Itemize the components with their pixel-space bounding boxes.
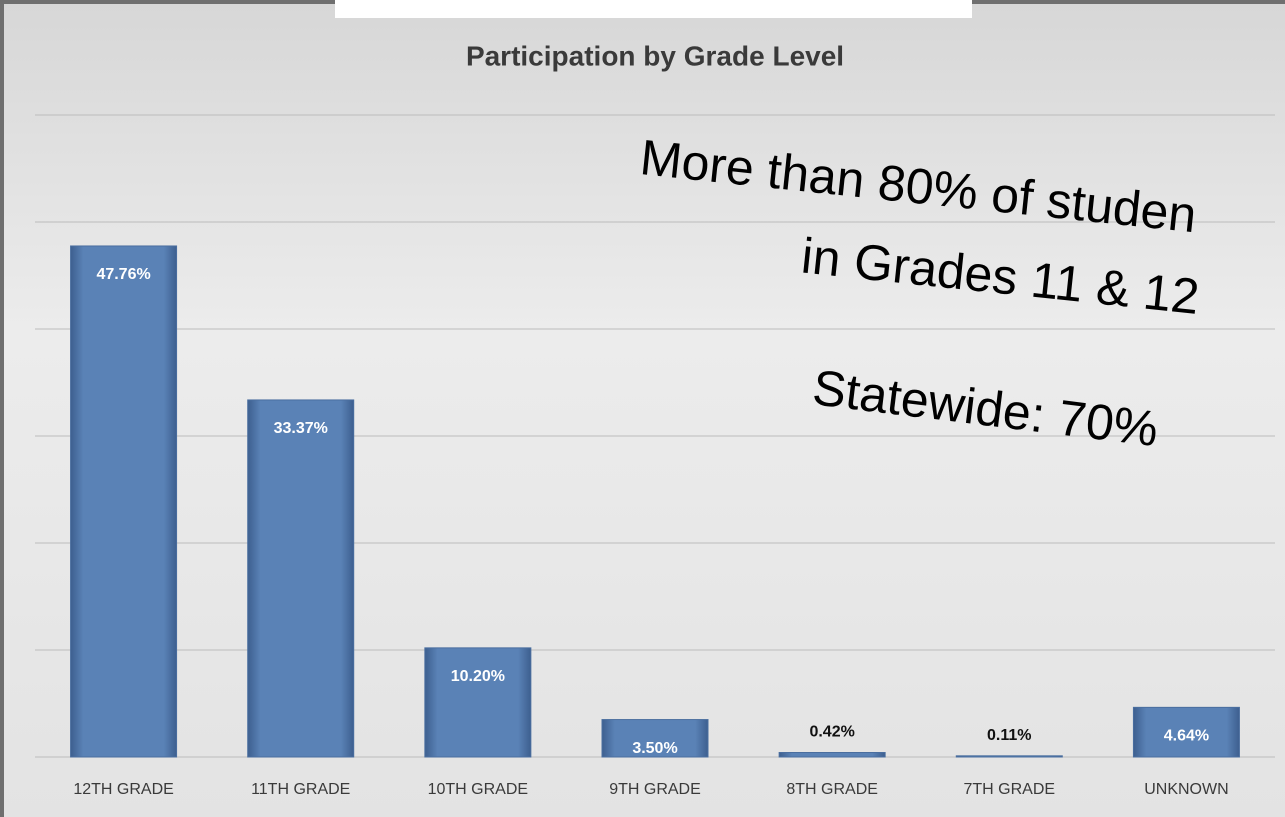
value-label: 0.42% <box>809 724 854 741</box>
bar <box>1132 706 1240 758</box>
bar <box>955 755 1063 758</box>
grid <box>35 114 1275 758</box>
value-label: 33.37% <box>274 420 328 437</box>
chart-title: Participation by Grade Level <box>466 40 844 71</box>
bars: 12TH GRADE 47.76% 11TH GRADE 33.37% 10TH GRA… <box>70 245 1240 798</box>
bar <box>70 245 178 758</box>
bar <box>247 399 355 758</box>
x-tick-label: 12TH GRADE <box>73 781 173 798</box>
bar <box>601 719 709 758</box>
x-tick-label: UNKNOWN <box>1144 781 1228 798</box>
x-tick-label: 11TH GRADE <box>251 781 350 798</box>
value-label: 10.20% <box>451 668 505 685</box>
value-label: 47.76% <box>96 266 150 283</box>
bar <box>424 647 532 758</box>
value-label: 0.11% <box>987 727 1031 744</box>
tab <box>335 0 972 18</box>
bar <box>778 752 886 758</box>
background <box>4 4 1285 817</box>
x-tick-label: 9TH GRADE <box>609 781 701 798</box>
x-tick-label: 7TH GRADE <box>963 781 1055 798</box>
value-label: 4.64% <box>1164 728 1209 745</box>
x-tick-label: 8TH GRADE <box>786 781 878 798</box>
value-label: 3.50% <box>632 740 677 757</box>
x-tick-label: 10TH GRADE <box>428 781 528 798</box>
